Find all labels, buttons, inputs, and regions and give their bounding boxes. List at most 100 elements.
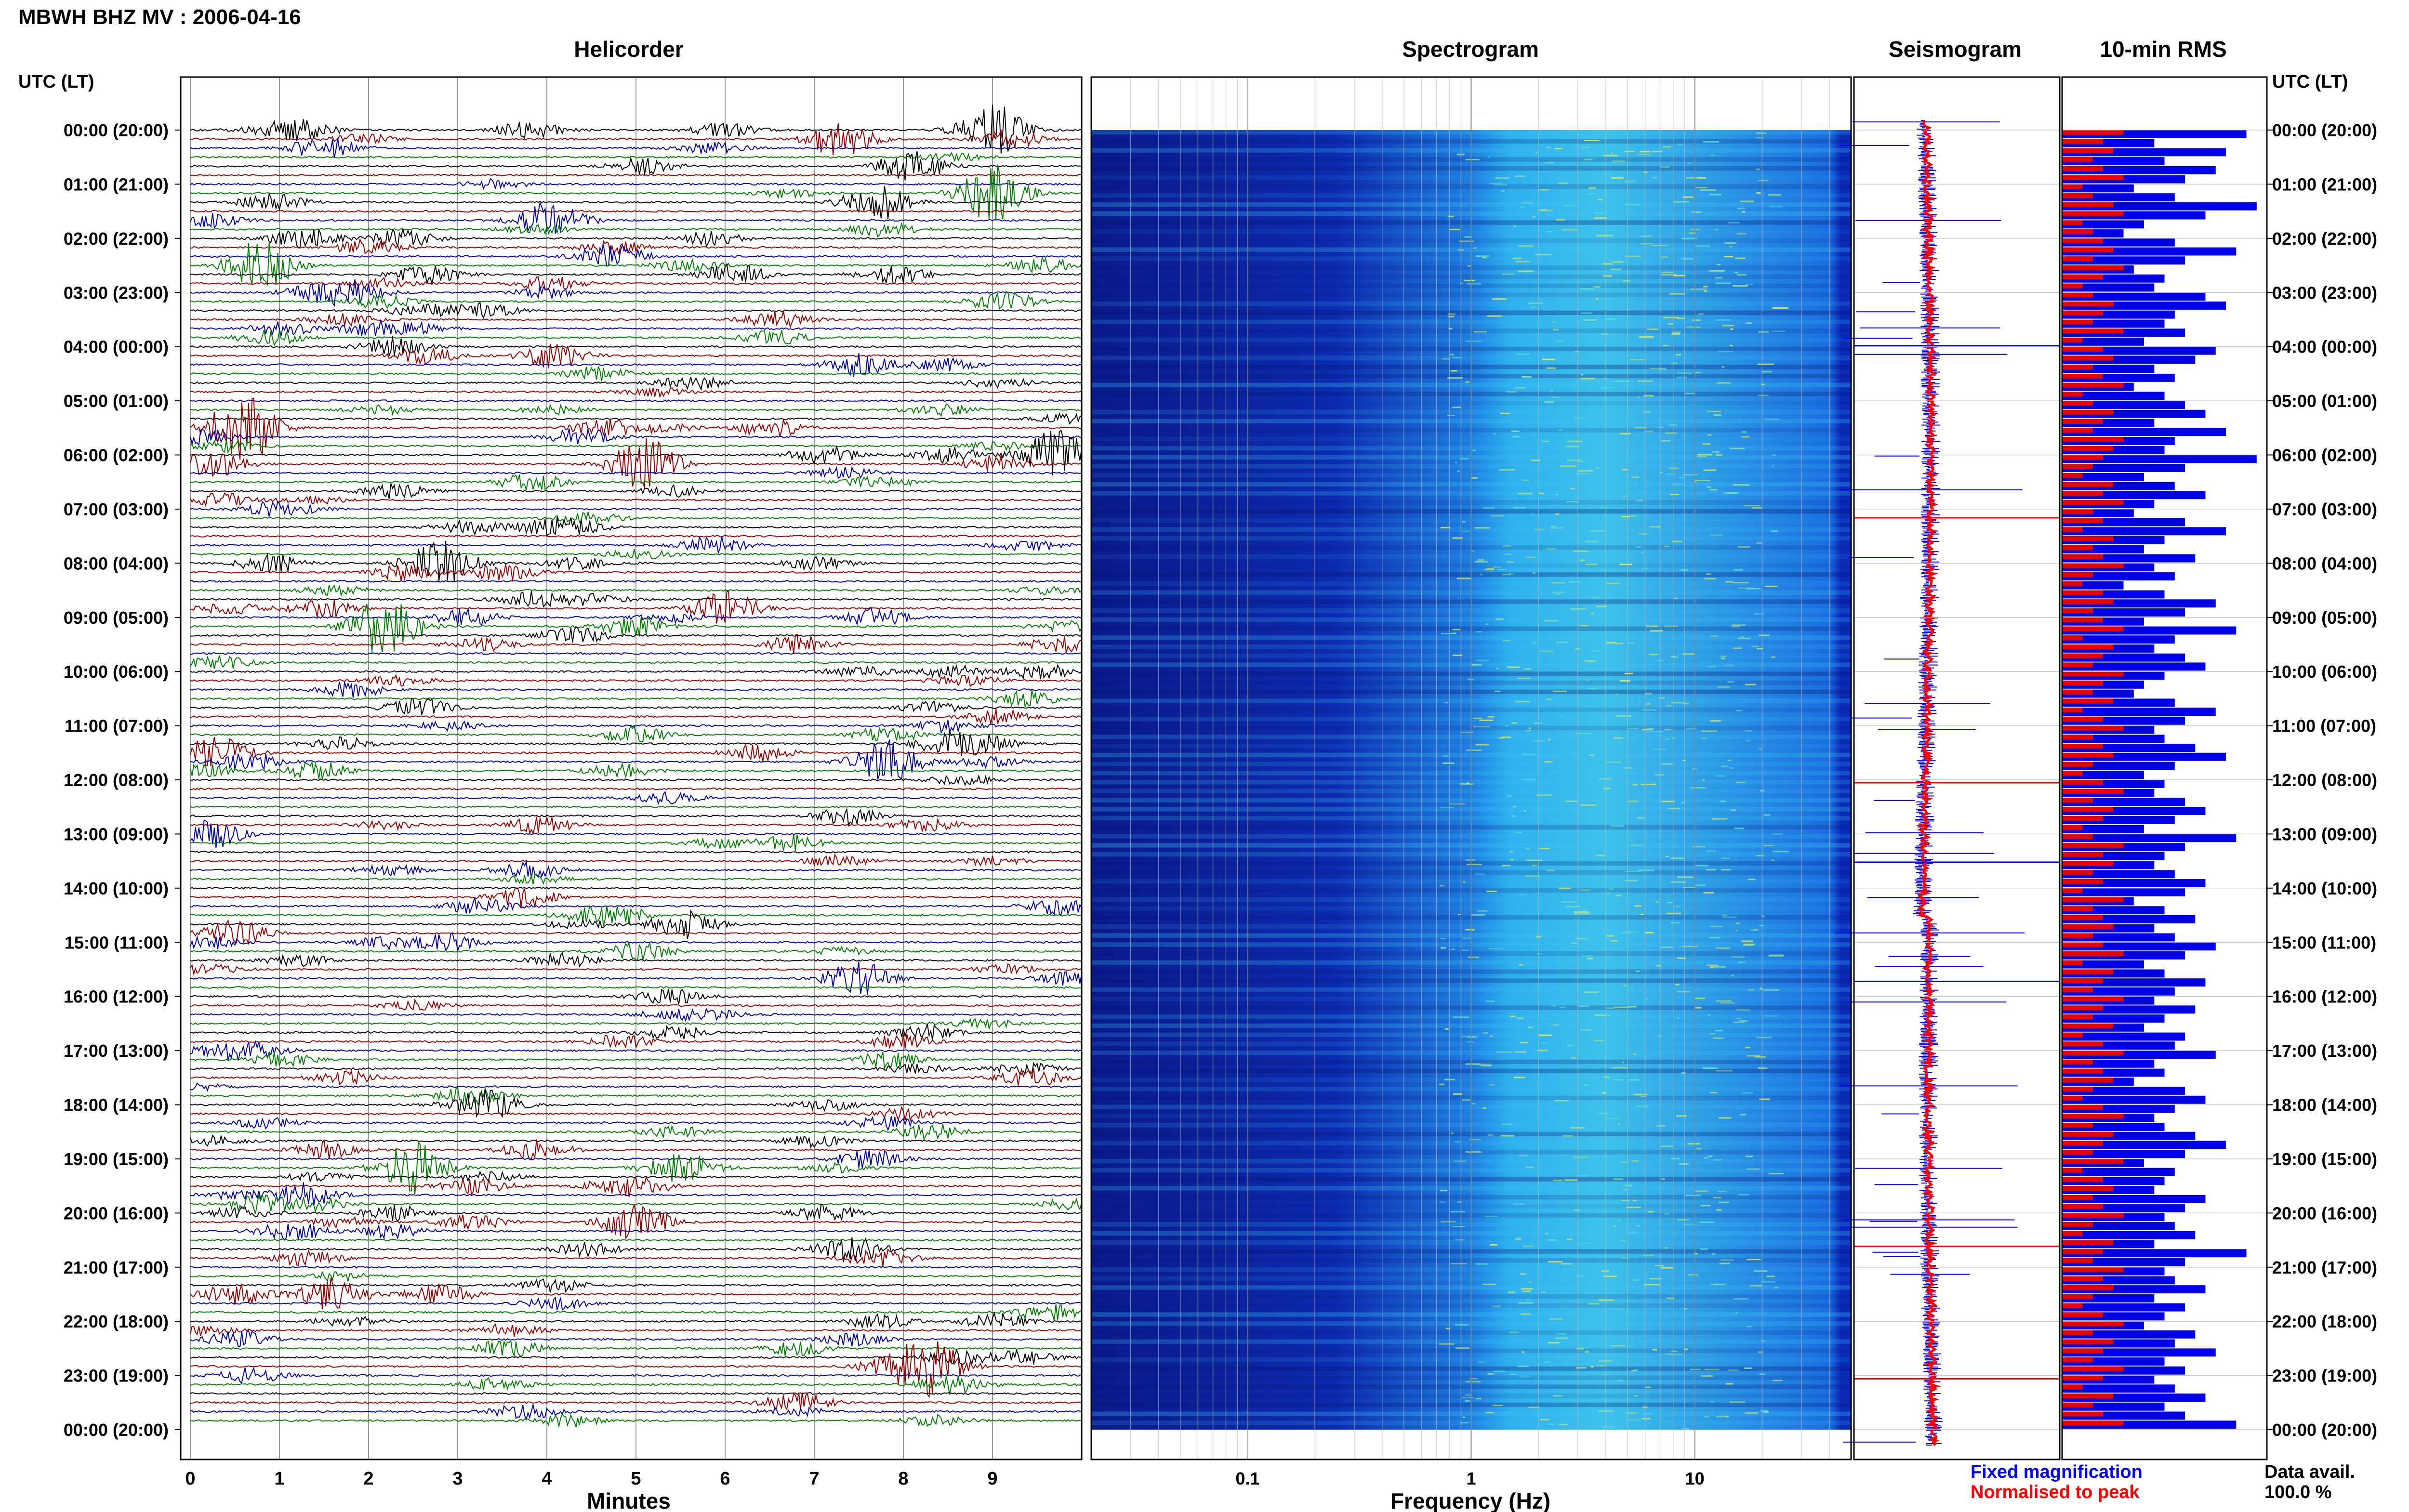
spectrogram-speckle	[1441, 947, 1446, 949]
rms-bar-normalised	[2062, 1023, 2114, 1029]
helicorder-trace	[190, 1265, 1082, 1269]
spectrogram-speckle	[1473, 247, 1477, 249]
spectrogram-speckle	[1500, 1135, 1514, 1137]
spectrogram-speckle	[1716, 947, 1730, 949]
helicorder-trace	[190, 681, 1082, 698]
spectrogram-speckle	[1620, 932, 1632, 934]
spectrogram-speckle	[1599, 1299, 1614, 1301]
spectrogram-speckle	[1469, 1139, 1481, 1141]
spectrogram-speckle	[1639, 914, 1644, 915]
time-label-right: 14:00 (10:00)	[2272, 879, 2377, 898]
spectrogram-speckle	[1722, 916, 1737, 918]
helicorder-trace	[190, 709, 1082, 724]
spectrogram-speckle	[1673, 905, 1681, 907]
spectrogram-speckle	[1573, 911, 1589, 913]
spectrogram-speckle	[1515, 353, 1530, 355]
spectrogram-speckle	[1507, 795, 1512, 797]
time-label-right: 15:00 (11:00)	[2272, 933, 2376, 952]
spectrogram-speckle	[1541, 440, 1549, 442]
spectrogram-speckle	[1624, 1184, 1632, 1186]
spectrogram-speckle	[1668, 808, 1681, 810]
spectrogram-speckle	[1572, 550, 1589, 552]
rms-bar-normalised	[2062, 987, 2093, 993]
spectrogram-speckle	[1452, 632, 1456, 634]
helicorder-trace	[190, 834, 1082, 851]
helicorder-tick-label: 3	[452, 1469, 463, 1489]
spectrogram-speckle	[1761, 915, 1765, 917]
spectrogram-speckle	[1546, 367, 1556, 369]
time-label-right: 08:00 (04:00)	[2272, 553, 2377, 573]
spectrogram-speckle	[1541, 1291, 1546, 1293]
spectrogram-speckle	[1578, 470, 1593, 472]
spectrogram-speckle	[1441, 938, 1446, 939]
spectrogram-speckle	[1496, 618, 1504, 620]
spectrogram-speckle	[1681, 946, 1698, 947]
rms-bar-normalised	[2062, 978, 2103, 984]
spectrogram-speckle	[1734, 828, 1744, 829]
spectrogram-speckle	[1588, 187, 1596, 189]
rms-bar-normalised	[2062, 933, 2093, 938]
spectrogram-tick-label: 1	[1466, 1469, 1476, 1488]
time-label-right: 06:00 (02:00)	[2272, 446, 2377, 465]
spectrogram-speckle	[1672, 540, 1682, 542]
helicorder-trace	[190, 1277, 1082, 1309]
helicorder-trace	[190, 1238, 1082, 1242]
rms-bar-normalised	[2062, 861, 2114, 866]
spectrogram-speckle	[1625, 870, 1641, 872]
spectrogram-speckle	[1457, 470, 1460, 472]
rms-bar-normalised	[2062, 1032, 2083, 1038]
helicorder-trace	[190, 535, 1082, 538]
helicorder-trace	[190, 1007, 1082, 1022]
spectrogram-speckle	[1452, 537, 1463, 539]
spectrogram-speckle	[1484, 1216, 1498, 1217]
spectrogram-speckle	[1497, 569, 1507, 570]
rms-bar-normalised	[2062, 708, 2083, 713]
spectrogram-speckle	[1756, 1037, 1772, 1039]
helicorder-trace	[190, 302, 1082, 319]
spectrogram-speckle	[1614, 1178, 1623, 1180]
spectrogram-speckle	[1707, 1155, 1713, 1157]
rms-bar-normalised	[2062, 1420, 2124, 1426]
spectrogram-speckle	[1448, 328, 1453, 329]
rms-bar-normalised	[2062, 527, 2083, 532]
spectrogram-speckle	[1581, 146, 1590, 148]
spectrogram-speckle	[1537, 1050, 1548, 1052]
rms-bar-normalised	[2062, 337, 2083, 343]
spectrogram-speckle	[1639, 336, 1654, 338]
spectrogram-speckle	[1709, 1033, 1715, 1035]
time-labels: 00:00 (20:00) 00:00 (20:00) 01:00 (21:00) 0…	[64, 120, 2377, 1440]
helicorder-trace	[190, 365, 1082, 381]
spectrogram-speckle	[1621, 1199, 1630, 1201]
spectrogram-speckle	[1764, 844, 1774, 846]
helicorder-trace	[190, 897, 1082, 916]
spectrogram-speckle	[1514, 1077, 1525, 1078]
spectrogram-speckle	[1695, 245, 1710, 247]
spectrogram-speckle	[1684, 1308, 1688, 1310]
spectrogram-speckle	[1716, 454, 1722, 456]
spectrogram-speckle	[1554, 1100, 1569, 1102]
spectrogram-speckle	[1588, 754, 1595, 756]
time-label-right: 10:00 (06:00)	[2272, 662, 2377, 682]
spectrogram-speckle	[1720, 801, 1726, 802]
helicorder-trace	[190, 1182, 1082, 1206]
spectrogram-speckle	[1599, 778, 1611, 780]
spectrogram-speckle	[1612, 1308, 1624, 1310]
spectrogram-speckle	[1512, 1203, 1524, 1205]
helicorder-trace	[190, 228, 1082, 249]
spectrogram-speckle	[1445, 1028, 1449, 1030]
spectrogram-speckle	[1514, 225, 1516, 227]
spectrogram-speckle	[1475, 1263, 1489, 1265]
spectrogram-speckle	[1464, 1400, 1470, 1402]
spectrogram-speckle	[1486, 1000, 1495, 1002]
spectrogram-speckle	[1467, 1036, 1478, 1038]
spectrogram-speckle	[1467, 283, 1482, 285]
spectrogram-speckle	[1562, 1135, 1574, 1137]
spectrogram-speckle	[1453, 655, 1462, 656]
spectrogram-speckle	[1762, 1411, 1769, 1413]
spectrogram-speckle	[1728, 1369, 1739, 1371]
spectrogram-speckle	[1602, 788, 1606, 789]
spectrogram-speckle	[1729, 246, 1733, 248]
helicorder-trace	[190, 201, 1082, 234]
spectrogram-speckle	[1566, 1238, 1573, 1240]
rms-bar-normalised	[2062, 148, 2114, 153]
